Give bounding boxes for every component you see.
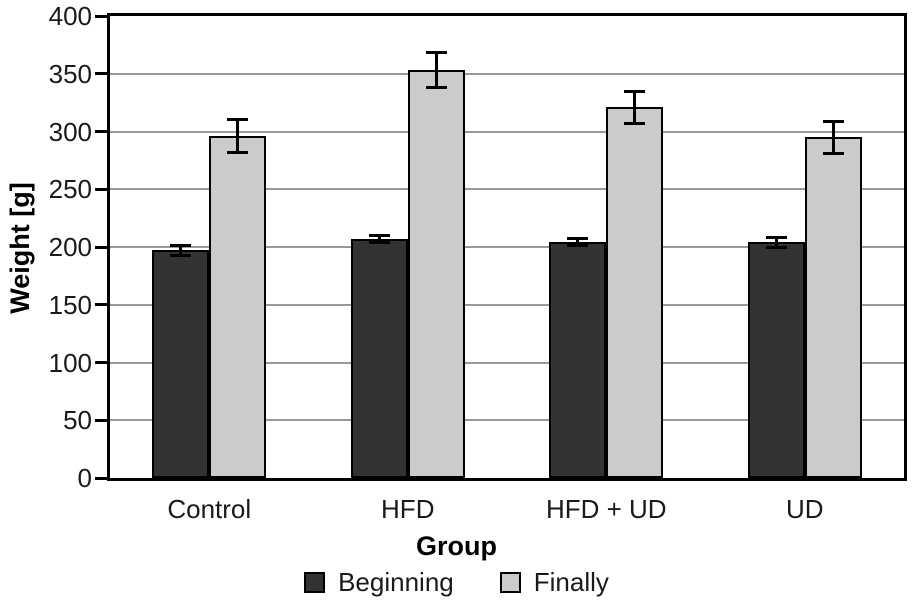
- gridline: [110, 72, 904, 75]
- error-bar-cap-lower-finally-hfd-ud: [624, 121, 646, 125]
- x-tick-label-hfd-ud: HFD + UD: [545, 494, 667, 524]
- error-bar-beginning-control: [179, 245, 183, 256]
- error-bar-cap-upper-finally-control: [227, 118, 249, 122]
- gridline: [110, 188, 904, 191]
- error-bar-cap-upper-finally-ud: [822, 119, 844, 123]
- gridline: [110, 130, 904, 133]
- x-tick-label-control: Control: [167, 494, 252, 524]
- error-bar-cap-lower-beginning-control: [170, 253, 192, 257]
- error-bar-cap-lower-beginning-ud: [765, 245, 787, 249]
- error-bar-finally-control: [236, 119, 240, 153]
- y-tick-label: 150: [48, 289, 92, 320]
- x-axis-title: Group: [416, 531, 497, 561]
- y-tick-label: 350: [48, 58, 92, 89]
- error-bar-cap-upper-beginning-hfd-ud: [567, 237, 589, 241]
- legend-swatch-beginning: [304, 571, 326, 593]
- plot-area: [107, 13, 907, 481]
- bar-beginning-hfd-ud: [549, 242, 607, 478]
- bar-finally-hfd-ud: [606, 107, 664, 478]
- legend-label: Finally: [533, 567, 609, 597]
- error-bar-cap-lower-finally-ud: [822, 151, 844, 155]
- gridline: [110, 303, 904, 306]
- error-bar-cap-lower-finally-control: [227, 150, 249, 154]
- legend-item-beginning: Beginning: [304, 568, 454, 596]
- gridline: [110, 361, 904, 364]
- error-bar-cap-lower-beginning-hfd: [368, 240, 390, 244]
- bar-beginning-ud: [747, 242, 805, 478]
- error-bar-cap-lower-beginning-hfd-ud: [567, 244, 589, 248]
- y-axis-tick: [95, 187, 108, 191]
- bar-beginning-hfd: [350, 238, 408, 478]
- bar-finally-ud: [804, 137, 862, 478]
- legend-swatch-finally: [499, 571, 521, 593]
- error-bar-cap-upper-beginning-control: [170, 244, 192, 248]
- bar-finally-control: [209, 136, 267, 478]
- y-tick-label: 0: [77, 463, 92, 493]
- y-axis-tick: [95, 245, 108, 249]
- y-tick-label: 100: [48, 347, 92, 378]
- error-bar-beginning-hfd: [377, 235, 381, 243]
- y-tick-label: 250: [48, 174, 92, 205]
- y-axis-tick: [95, 72, 108, 76]
- legend: Beginning Finally: [0, 567, 913, 597]
- x-tick-label-ud: UD: [785, 494, 824, 524]
- y-axis-tick: [95, 130, 108, 133]
- bar-beginning-control: [152, 250, 210, 478]
- error-bar-cap-lower-finally-hfd: [425, 86, 447, 90]
- y-tick-label: 50: [63, 405, 92, 436]
- y-tick-label: 400: [48, 1, 92, 31]
- error-bar-cap-upper-beginning-ud: [765, 236, 787, 240]
- error-bar-cap-upper-beginning-hfd: [368, 233, 390, 237]
- y-axis-tick: [95, 361, 108, 364]
- bar-finally-hfd: [407, 70, 465, 478]
- error-bar-beginning-hfd-ud: [576, 238, 580, 246]
- y-tick-label: 200: [48, 232, 92, 262]
- y-axis-tick: [95, 418, 108, 422]
- error-bar-beginning-ud: [774, 237, 778, 247]
- error-bar-cap-upper-finally-hfd-ud: [624, 89, 646, 93]
- gridline: [110, 419, 904, 422]
- y-axis-tick: [95, 14, 108, 18]
- legend-label: Beginning: [338, 567, 454, 597]
- legend-item-finally: Finally: [499, 567, 609, 597]
- y-tick-label: 300: [48, 116, 92, 147]
- x-tick-label-hfd: HFD: [381, 494, 435, 524]
- y-axis-tick: [95, 303, 108, 307]
- gridline: [110, 246, 904, 248]
- error-bar-finally-hfd-ud: [633, 91, 637, 124]
- error-bar-finally-hfd: [434, 52, 438, 88]
- y-axis-tick: [95, 476, 108, 480]
- error-bar-finally-ud: [831, 121, 835, 154]
- error-bar-cap-upper-finally-hfd: [425, 51, 447, 55]
